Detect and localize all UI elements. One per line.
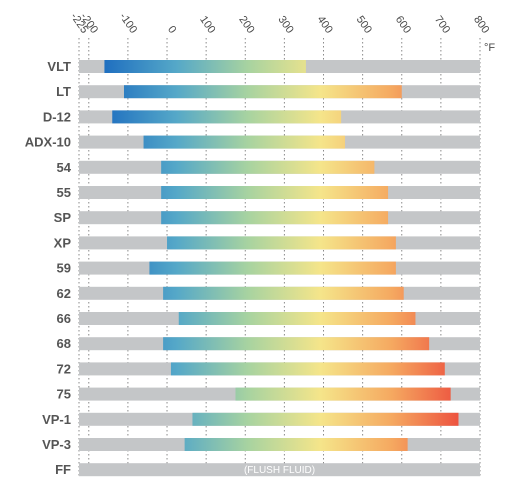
range-bar (163, 286, 404, 300)
range-bar (184, 438, 408, 451)
x-tick-label: -100 (117, 11, 139, 36)
annotation-text: (FLUSH FLUID) (244, 465, 315, 476)
row-label: VP-1 (42, 412, 71, 427)
bar-track (79, 463, 480, 477)
x-tick-label: 200 (236, 14, 256, 36)
x-tick-label: 300 (275, 14, 295, 36)
x-unit-label: °F (484, 42, 495, 54)
row-label: XP (54, 235, 72, 250)
row-label: 72 (57, 361, 71, 376)
range-bar (161, 160, 375, 174)
range-bar (178, 312, 416, 325)
range-bar (163, 337, 430, 351)
row-label: 68 (57, 336, 71, 351)
row-label: 66 (57, 311, 71, 326)
x-tick-label: 400 (315, 14, 335, 36)
x-tick-label: 100 (197, 14, 217, 36)
row-label: 54 (57, 160, 72, 175)
range-bar (192, 412, 459, 426)
x-tick-label: 600 (393, 14, 413, 36)
range-bar (112, 110, 342, 124)
row-label: 55 (57, 185, 71, 200)
row-label: LT (56, 84, 71, 99)
x-tick-label: 500 (354, 14, 374, 36)
x-tick-label: 800 (471, 14, 491, 36)
row-label: VP-3 (42, 437, 71, 452)
range-bar (161, 186, 389, 199)
row-label: FF (55, 462, 71, 477)
range-bar (161, 211, 389, 225)
row-label: ADX-10 (25, 135, 71, 150)
x-tick-label: 700 (432, 14, 452, 36)
range-bar (104, 60, 306, 73)
range-bar (167, 236, 396, 250)
x-tick-label: 0 (165, 24, 178, 36)
row-label: 62 (57, 286, 71, 301)
range-bar (123, 85, 402, 99)
range-bar (143, 135, 346, 149)
range-bar (149, 261, 396, 275)
row-label: VLT (47, 59, 71, 74)
range-bar (235, 387, 451, 401)
range-bar (170, 362, 445, 376)
row-label: 59 (57, 261, 71, 276)
row-label: 75 (57, 387, 71, 402)
row-label: D-12 (43, 109, 71, 124)
row-label: SP (54, 210, 72, 225)
